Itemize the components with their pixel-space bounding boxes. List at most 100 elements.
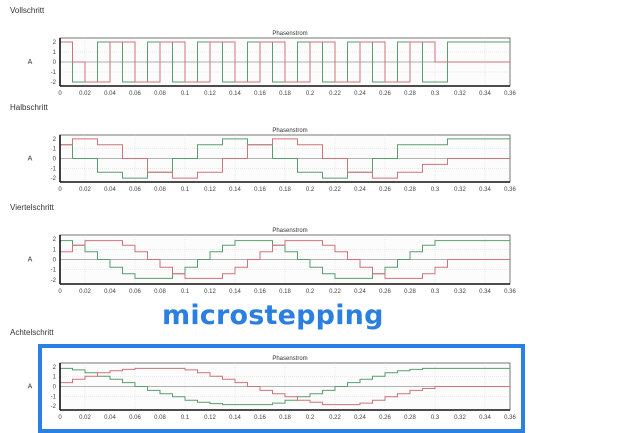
- x-tick-label: 0.1: [181, 187, 190, 193]
- x-tick-label: 0.04: [104, 187, 116, 193]
- x-tick-label: 0.24: [354, 187, 366, 193]
- x-tick-label: 0.28: [404, 289, 416, 295]
- chart-title: Phasenstrom: [272, 128, 307, 134]
- x-tick-label: 0.06: [129, 187, 141, 193]
- x-tick-label: 0.1: [181, 91, 190, 97]
- x-tick-label: 0.3: [431, 415, 440, 421]
- x-tick-label: 0.26: [379, 289, 391, 295]
- section-title-viertelschritt: Viertelschritt: [10, 203, 54, 212]
- series-red: [60, 138, 510, 179]
- x-tick-label: 0: [58, 91, 62, 97]
- y-axis-label: A: [28, 384, 33, 391]
- chart-title: Phasenstrom: [272, 356, 307, 362]
- x-tick-label: 0.22: [329, 187, 341, 193]
- chart-title: Phasenstrom: [272, 228, 307, 234]
- x-tick-label: 0.34: [479, 289, 491, 295]
- x-tick-label: 0.04: [104, 289, 116, 295]
- x-tick-label: 0.34: [479, 91, 491, 97]
- y-axis-label: A: [28, 59, 33, 66]
- x-tick-label: 0.18: [279, 289, 291, 295]
- x-tick-label: 0.16: [254, 91, 266, 97]
- x-tick-label: 0: [58, 187, 62, 193]
- y-tick-label: 2: [53, 40, 57, 46]
- x-tick-label: 0.08: [154, 187, 166, 193]
- y-tick-label: 1: [53, 375, 57, 381]
- x-tick-label: 0.06: [129, 289, 141, 295]
- x-tick-label: 0.02: [79, 415, 91, 421]
- x-tick-label: 0.18: [279, 415, 291, 421]
- series-red: [60, 367, 510, 406]
- series-green: [60, 367, 510, 406]
- x-tick-label: 0.26: [379, 187, 391, 193]
- x-tick-label: 0.16: [254, 289, 266, 295]
- y-tick-label: -2: [51, 80, 57, 86]
- section-title-vollschritt: Vollschritt: [10, 6, 45, 15]
- x-tick-label: 0.24: [354, 91, 366, 97]
- x-tick-label: 0.2: [306, 91, 315, 97]
- x-tick-label: 0.28: [404, 415, 416, 421]
- highlight-box: [38, 344, 525, 433]
- x-tick-label: 0.18: [279, 187, 291, 193]
- chart-achtelschritt: Phasenstrom 0 0.02 0.04 0.06 0.08 0.1 0.12 0.14 0…: [0, 352, 640, 426]
- y-tick-label: 2: [53, 237, 57, 243]
- x-tick-label: 0.1: [181, 415, 190, 421]
- x-tick-label: 0.22: [329, 289, 341, 295]
- x-tick-label: 0.24: [354, 415, 366, 421]
- chart-title: Phasenstrom: [272, 31, 307, 37]
- x-tick-label: 0.06: [129, 415, 141, 421]
- series-red: [60, 240, 510, 279]
- y-tick-label: -1: [51, 268, 57, 274]
- x-tick-label: 0.3: [431, 91, 440, 97]
- y-tick-label: 1: [53, 147, 57, 153]
- x-tick-label: 0.14: [229, 91, 241, 97]
- y-tick-label: 0: [53, 60, 57, 66]
- x-tick-label: 0.32: [454, 187, 466, 193]
- series-red: [60, 41, 510, 83]
- x-tick-label: 0.36: [504, 187, 516, 193]
- x-tick-label: 0.04: [104, 91, 116, 97]
- y-tick-label: 0: [53, 258, 57, 264]
- y-tick-label: 0: [53, 385, 57, 391]
- y-tick-label: -2: [51, 278, 57, 284]
- x-tick-label: 0.28: [404, 91, 416, 97]
- x-tick-label: 0.22: [329, 415, 341, 421]
- x-tick-label: 0.04: [104, 415, 116, 421]
- x-tick-label: 0.24: [354, 289, 366, 295]
- y-tick-label: -1: [51, 166, 57, 172]
- section-title-halbschritt: Halbschritt: [10, 103, 48, 112]
- x-tick-label: 0.32: [454, 415, 466, 421]
- x-tick-label: 0.34: [479, 187, 491, 193]
- y-tick-label: 2: [53, 365, 57, 371]
- x-tick-label: 0.32: [454, 289, 466, 295]
- x-tick-label: 0.02: [79, 289, 91, 295]
- y-tick-label: -2: [51, 176, 57, 182]
- x-tick-label: 0.08: [154, 289, 166, 295]
- x-tick-label: 0.36: [504, 289, 516, 295]
- section-title-achtelschritt: Achtelschritt: [10, 328, 54, 337]
- x-tick-label: 0.26: [379, 415, 391, 421]
- y-axis-label: A: [28, 156, 33, 163]
- x-tick-label: 0: [58, 289, 62, 295]
- x-tick-label: 0: [58, 415, 62, 421]
- x-tick-label: 0.2: [306, 415, 315, 421]
- x-tick-label: 0.14: [229, 289, 241, 295]
- x-tick-label: 0.12: [204, 289, 216, 295]
- x-tick-label: 0.14: [229, 415, 241, 421]
- x-tick-label: 0.36: [504, 91, 516, 97]
- y-tick-label: -1: [51, 394, 57, 400]
- x-tick-label: 0.16: [254, 187, 266, 193]
- x-tick-label: 0.08: [154, 91, 166, 97]
- x-tick-label: 0.14: [229, 187, 241, 193]
- x-tick-label: 0.3: [431, 187, 440, 193]
- x-tick-label: 0.12: [204, 415, 216, 421]
- microstepping-headline: microstepping: [162, 300, 384, 331]
- x-tick-label: 0.1: [181, 289, 190, 295]
- x-tick-label: 0.34: [479, 415, 491, 421]
- x-tick-label: 0.22: [329, 91, 341, 97]
- x-tick-label: 0.32: [454, 91, 466, 97]
- x-tick-label: 0.16: [254, 415, 266, 421]
- y-axis-label: A: [28, 257, 33, 264]
- y-tick-label: 1: [53, 50, 57, 56]
- y-tick-label: -1: [51, 70, 57, 76]
- x-tick-label: 0.3: [431, 289, 440, 295]
